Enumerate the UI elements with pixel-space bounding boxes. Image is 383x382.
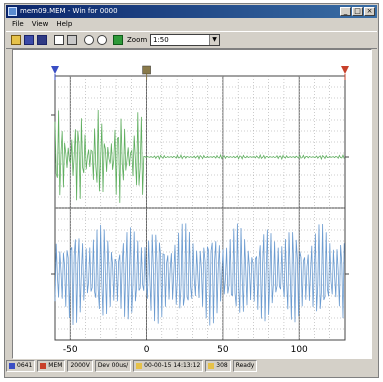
close-button[interactable]: ×	[364, 7, 375, 16]
count-icon	[208, 363, 215, 369]
title-bar[interactable]: mem09.MEM - Win for 0000 _ □ ×	[6, 5, 377, 18]
clock-icon	[136, 363, 143, 369]
x-tick-label: 100	[291, 345, 308, 355]
window-title: mem09.MEM - Win for 0000	[20, 7, 118, 15]
mem-icon	[40, 363, 47, 369]
green-block-icon[interactable]	[113, 35, 123, 45]
menu-help[interactable]: Help	[56, 20, 73, 28]
waveform-plot[interactable]: -50 0 50 100	[12, 49, 372, 359]
menu-view[interactable]: View	[31, 20, 49, 28]
menu-bar: File View Help	[6, 19, 377, 30]
waveform-svg: -50 0 50 100	[51, 65, 349, 355]
minimize-button[interactable]: _	[340, 7, 351, 16]
zoom-in-icon[interactable]	[97, 35, 107, 45]
main-window: mem09.MEM - Win for 0000 _ □ × File View…	[4, 3, 379, 378]
save-all-icon[interactable]	[37, 35, 47, 45]
toolbar: Zoom 1:50 ▼	[6, 31, 377, 49]
status-cell-voltage: 2000V	[67, 360, 93, 372]
series-line-bottom	[54, 223, 345, 326]
status-cell-dev: Dev 00us/	[94, 360, 132, 372]
zoom-label: Zoom	[127, 36, 148, 44]
status-cell-ready: Ready	[232, 360, 258, 372]
x-tick-label: -50	[63, 345, 78, 355]
save-icon[interactable]	[24, 35, 34, 45]
zoom-select[interactable]: 1:50 ▼	[150, 34, 220, 46]
status-cell-id: 0641	[6, 360, 36, 372]
status-cell-time: 00-00-15 14:13:12	[133, 360, 204, 372]
status-cell-count: 308	[205, 360, 231, 372]
cursor-marker-left	[51, 66, 59, 74]
x-tick-label: 0	[144, 345, 150, 355]
menu-file[interactable]: File	[12, 20, 24, 28]
maximize-button[interactable]: □	[352, 7, 363, 16]
zoom-value: 1:50	[153, 36, 169, 44]
open-folder-icon[interactable]	[11, 35, 21, 45]
zoom-out-icon[interactable]	[84, 35, 94, 45]
paste-icon[interactable]	[67, 35, 77, 45]
channel-icon	[9, 363, 15, 369]
copy-icon[interactable]	[54, 35, 64, 45]
cursor-marker-mid	[142, 65, 151, 75]
series-line-top	[54, 109, 345, 203]
x-tick-label: 50	[217, 345, 229, 355]
status-bar: 0641 MEM 2000V Dev 00us/ 00-00-15 14:13:…	[6, 360, 377, 372]
chevron-down-icon[interactable]: ▼	[209, 35, 219, 45]
cursor-marker-right	[341, 66, 349, 74]
status-cell-mode: MEM	[37, 360, 66, 372]
app-icon[interactable]	[8, 7, 17, 16]
